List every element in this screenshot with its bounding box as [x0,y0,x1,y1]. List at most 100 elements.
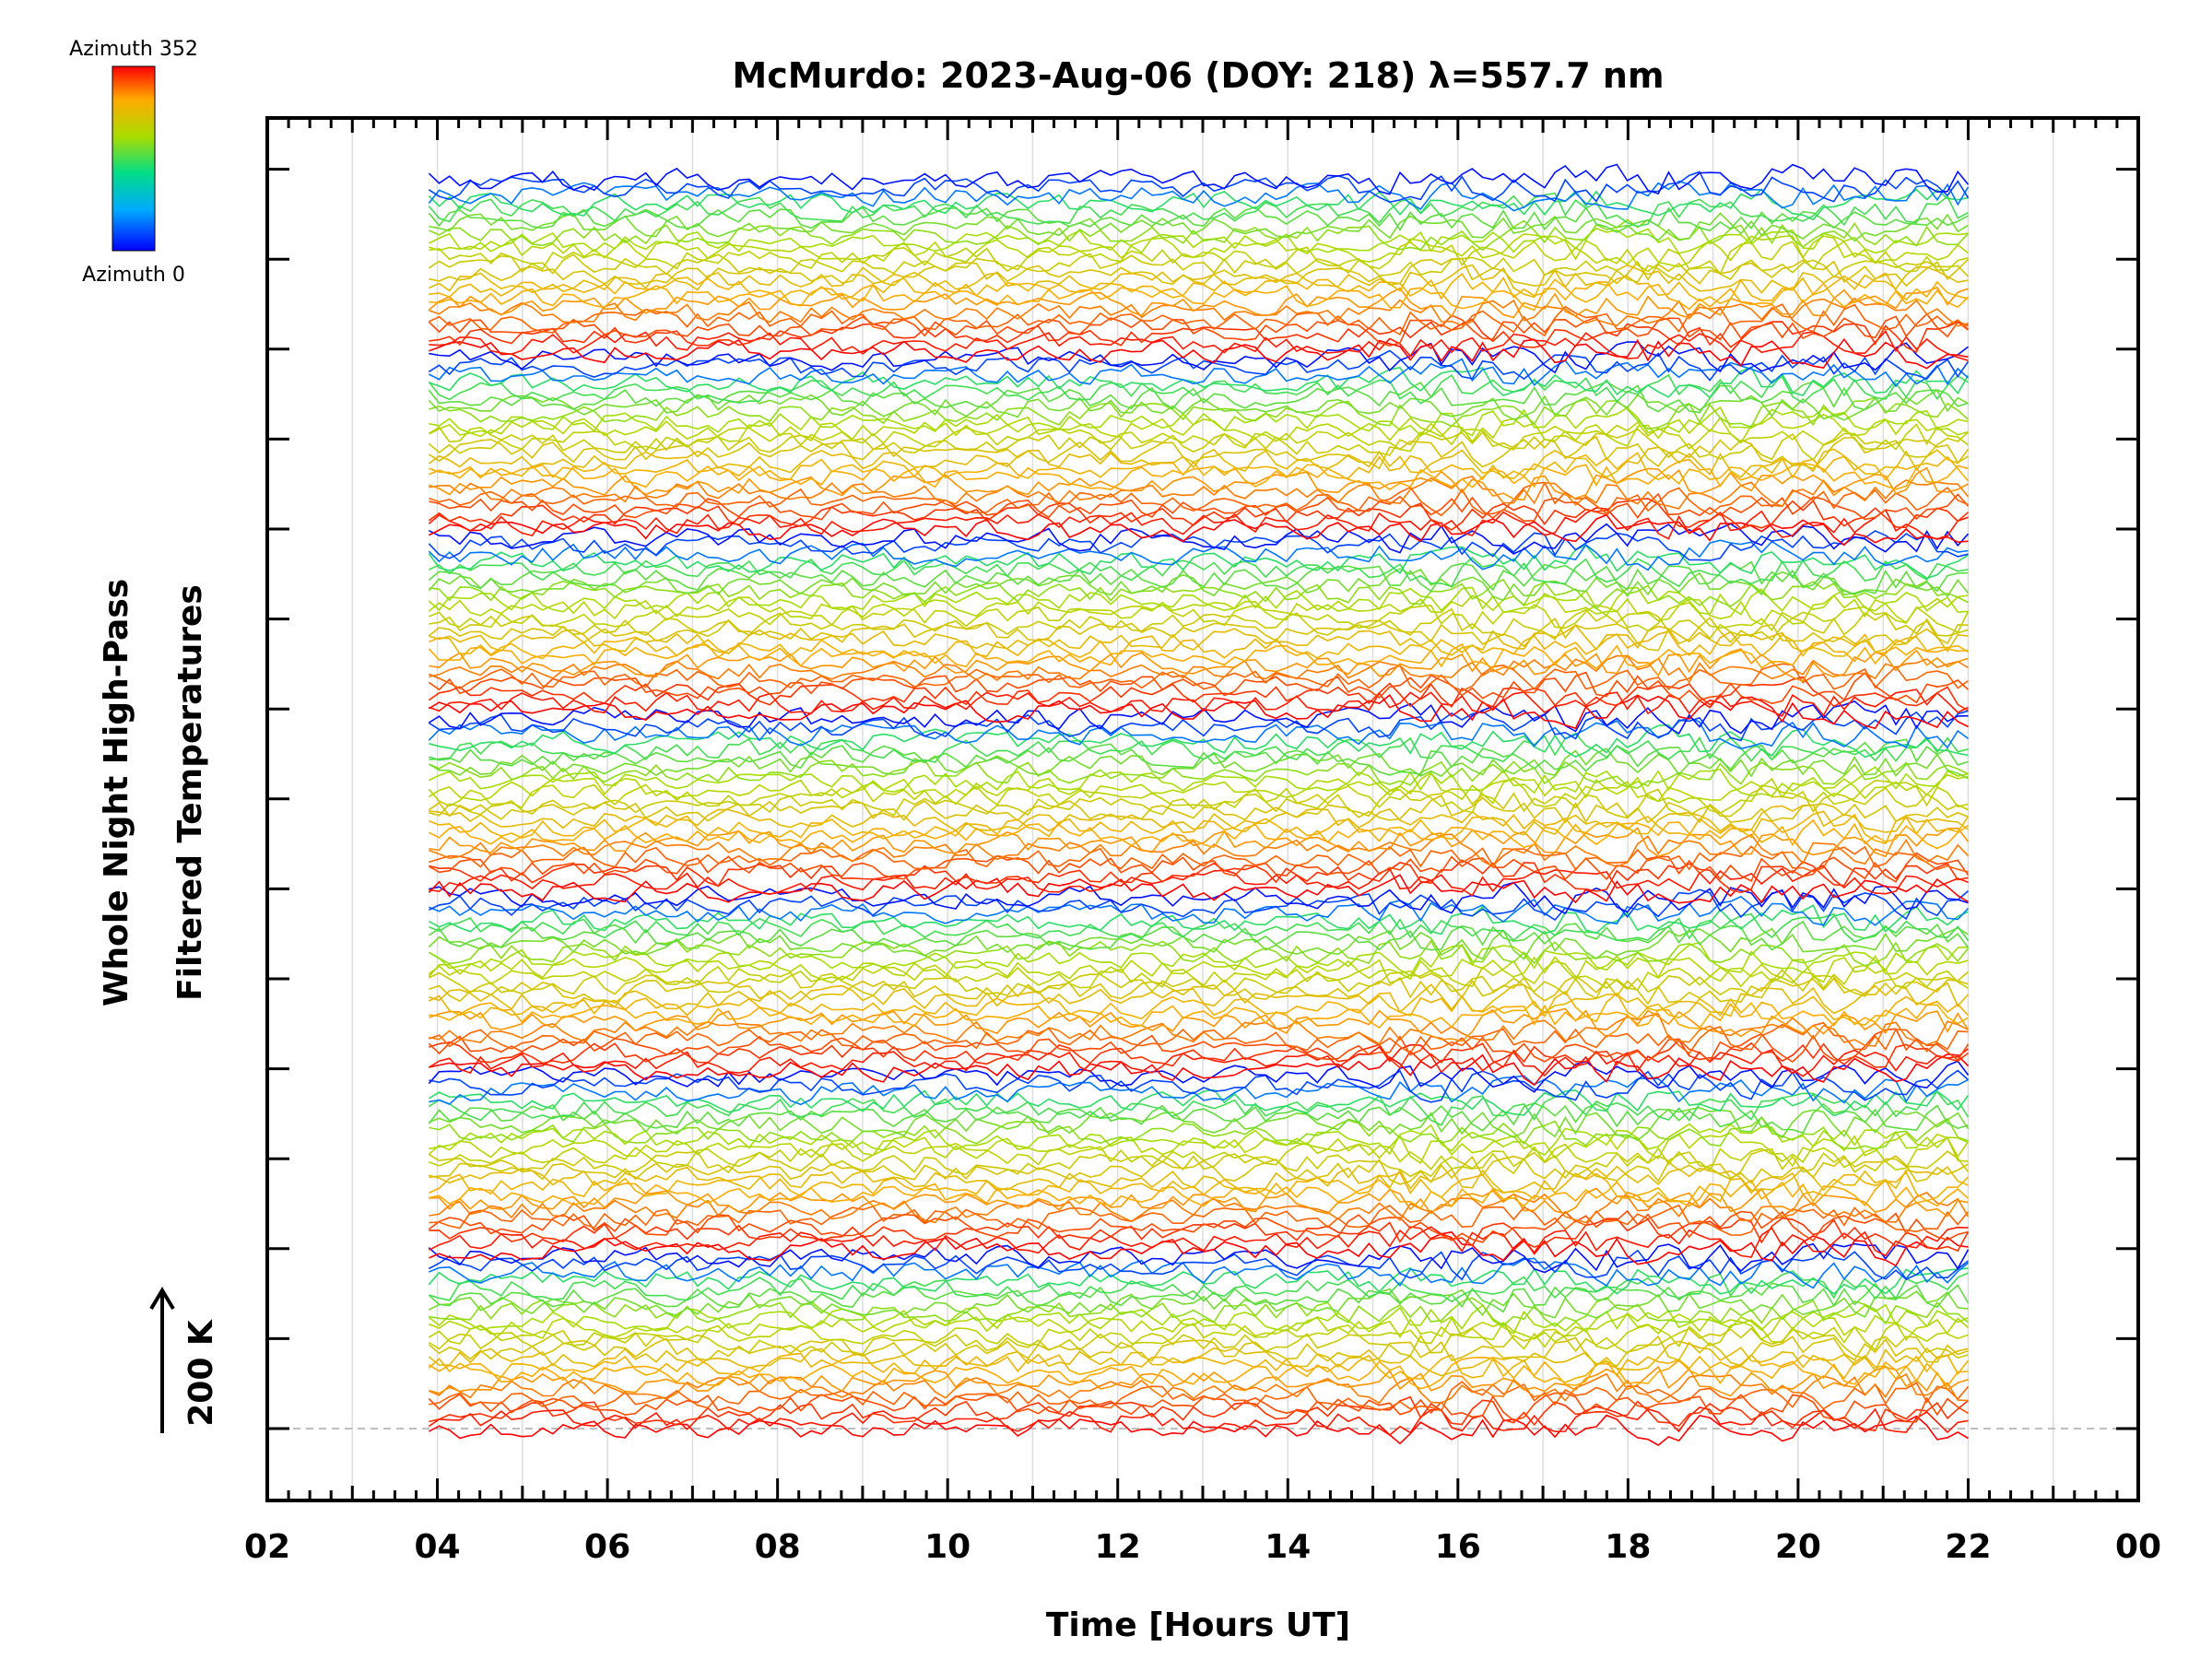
series-line [429,1395,1970,1432]
series-line [429,1155,1969,1185]
series-line [428,1132,1970,1165]
series-line [428,1406,1969,1436]
x-axis-label: Time [Hours UT] [1046,1606,1350,1644]
series-line [428,206,1969,233]
series-line [429,810,1970,845]
series-line [428,676,1969,712]
series-line [428,747,1969,780]
series-line [428,759,1969,789]
series-line [428,1230,1969,1267]
series-line [428,1352,1970,1383]
series-line [428,1043,1969,1077]
series-line [429,1107,1970,1142]
series-line [428,1242,1970,1274]
series-line [429,624,1969,657]
series-line [428,1090,1970,1126]
series-line [428,1226,1969,1258]
series-line [428,671,1970,705]
x-tick-label: 10 [924,1528,971,1566]
series-line [428,852,1970,883]
series-line [428,1288,1969,1319]
series-line [428,888,1970,922]
series-line [428,920,1970,951]
series-line [429,466,1969,501]
series-line [428,1327,1969,1360]
series-line [429,1204,1970,1236]
series-line [428,373,1969,405]
series-line [428,716,1969,750]
series-line [428,544,1969,580]
axis-ticks [265,118,2140,1500]
series-line [429,1123,1969,1156]
series-line [429,607,1969,641]
series-line [429,1217,1970,1253]
series-line [428,358,1970,388]
series-line [428,414,1969,447]
series-line [428,927,1969,960]
series-line [428,959,1969,992]
series-line [429,1187,1969,1218]
series-line [429,406,1969,437]
series-line [428,617,1969,652]
series-line [428,1102,1969,1135]
series-line [428,594,1969,626]
series-line [429,492,1970,523]
series-line [428,1340,1969,1377]
series-line [428,1171,1970,1203]
series-line [428,1414,1969,1446]
series-line [429,1270,1969,1303]
series-line [429,281,1970,312]
colorbar-gradient [112,65,156,252]
x-tick-label: 20 [1775,1528,1821,1566]
series-line [429,895,1970,926]
series-line [428,939,1970,967]
series-line [429,1381,1970,1412]
series-line [428,1318,1969,1351]
series-lines [428,163,1970,1446]
x-tick-label: 18 [1605,1528,1651,1566]
y-axis-label-line2: Filtered Temperatures [171,584,209,1001]
x-tick-label: 02 [244,1528,290,1566]
series-line [429,1179,1970,1210]
y-axis-label: Whole Night High-Pass Filtered Temperatu… [98,579,209,1006]
series-line [428,1266,1969,1295]
series-line [428,421,1969,453]
series-line [429,341,1969,374]
series-line [428,557,1969,588]
series-line [429,1116,1969,1150]
series-line [429,732,1969,763]
series-line [429,663,1969,693]
series-line [429,475,1970,510]
series-line [429,1053,1970,1087]
series-line [428,818,1969,850]
series-line [429,602,1970,634]
series-line [429,688,1969,717]
x-tick-label: 08 [755,1528,801,1566]
series-line [428,1060,1970,1093]
series-line [428,560,1969,595]
series-line [429,1192,1970,1224]
series-line [429,845,1969,873]
series-line [429,804,1969,836]
series-line [429,337,1969,370]
x-tick-label: 14 [1265,1528,1311,1566]
series-line [429,654,1969,684]
series-line [428,192,1969,228]
y-axis-label-line1: Whole Night High-Pass [98,579,135,1006]
series-line [429,330,1969,361]
series-line [428,253,1970,283]
scale-label: 200 K [182,1319,220,1427]
series-line [428,188,1969,221]
series-line [428,1392,1969,1423]
series-line [428,1356,1969,1390]
series-line [429,241,1969,275]
series-line [428,171,1970,204]
series-line [428,904,1969,935]
series-line [428,163,1970,195]
series-line [429,1000,1970,1030]
series-line [428,539,1969,571]
series-line [429,481,1969,517]
series-line [429,1165,1969,1194]
series-line [429,1021,1969,1055]
series-line [428,694,1969,730]
